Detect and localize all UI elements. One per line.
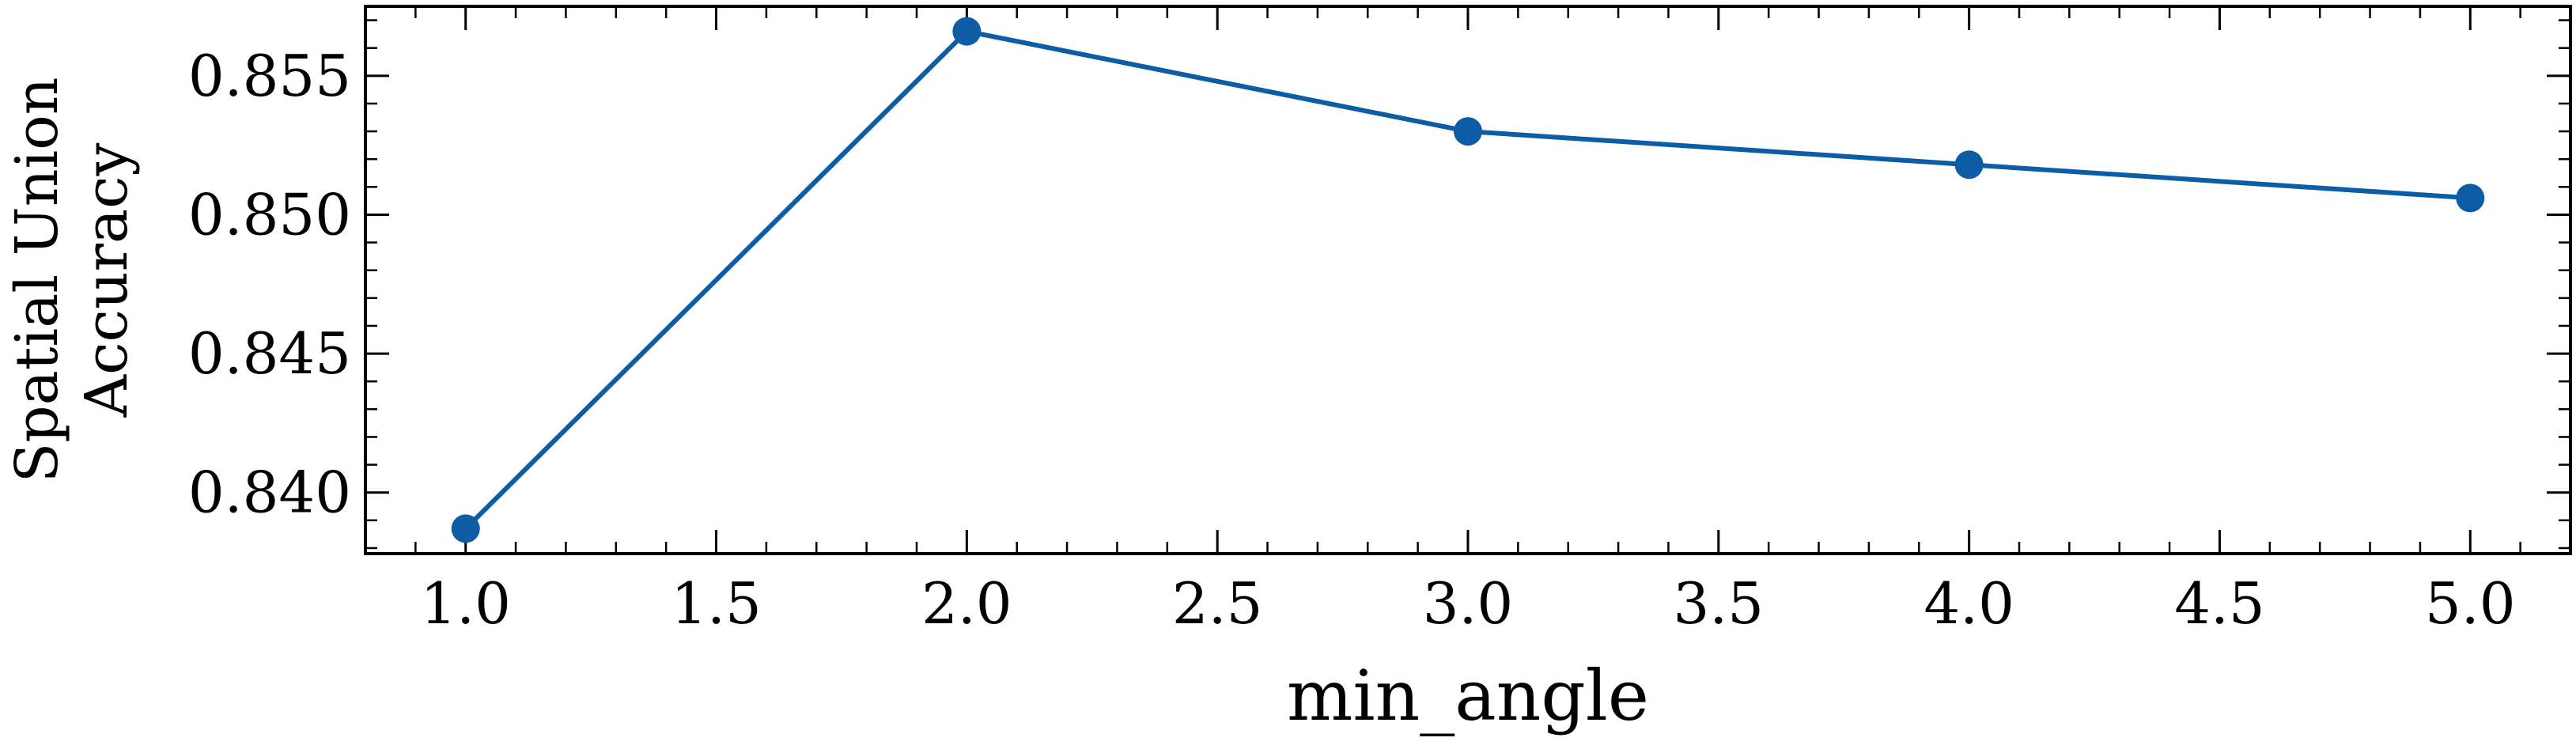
x-tick-label: 3.5	[1674, 570, 1765, 637]
data-point	[2456, 183, 2485, 213]
y-tick-label: 0.845	[188, 320, 351, 387]
data-point	[952, 17, 982, 46]
x-tick-label: 5.0	[2425, 570, 2516, 637]
x-tick-label: 3.0	[1423, 570, 1514, 637]
y-tick-label: 0.840	[188, 460, 351, 526]
y-tick-labels: 0.840 0.845 0.850 0.855	[188, 43, 351, 526]
x-tick-label: 2.0	[921, 570, 1012, 637]
x-tick-label: 1.0	[420, 570, 511, 637]
x-tick-label: 4.5	[2174, 570, 2265, 637]
y-axis-title-line-2: Accuracy	[73, 142, 141, 418]
x-tick-label: 2.5	[1172, 570, 1263, 637]
x-tick-label: 4.0	[1923, 570, 2014, 637]
series-line	[463, 28, 2471, 531]
plot-frame	[364, 5, 2572, 555]
y-tick-label: 0.855	[188, 43, 351, 109]
x-axis-title: min_angle	[1287, 655, 1649, 736]
series-layer	[451, 17, 2485, 543]
y-axis-title-line-1: Spatial Union	[3, 78, 71, 483]
data-point	[1454, 117, 1482, 146]
data-point	[1954, 150, 1984, 180]
axis-ticks	[364, 6, 2572, 554]
x-tick-labels: 1.0 1.5 2.0 2.5 3.0 3.5 4.0 4.5 5.0	[420, 570, 2515, 637]
data-point	[451, 514, 480, 543]
x-tick-label: 1.5	[671, 570, 762, 637]
y-tick-label: 0.850	[188, 181, 351, 248]
